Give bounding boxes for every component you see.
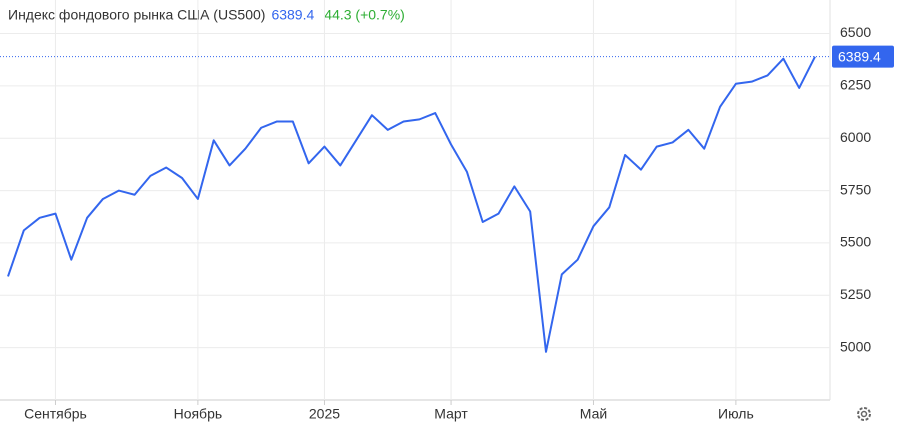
y-tick-label: 6000 xyxy=(840,129,871,145)
last-price: 6389.4 xyxy=(271,7,314,23)
price-line xyxy=(7,56,816,353)
y-tick-label: 5000 xyxy=(840,338,871,354)
y-tick-label: 5750 xyxy=(840,181,871,197)
x-tick-label: Ноябрь xyxy=(174,406,223,422)
x-tick-label: Июль xyxy=(718,406,754,422)
x-tick-label: 2025 xyxy=(309,406,340,422)
settings-icon[interactable] xyxy=(857,407,871,421)
y-tick-label: 5500 xyxy=(840,234,871,250)
y-tick-label: 5250 xyxy=(840,286,871,302)
y-tick-label: 6500 xyxy=(840,24,871,40)
x-tick-label: Сентябрь xyxy=(24,406,87,422)
x-tick-label: Март xyxy=(434,406,468,422)
last-price-box xyxy=(832,45,894,68)
price-change: 44.3 (+0.7%) xyxy=(324,7,405,23)
last-price-label: 6389.4 xyxy=(838,48,881,64)
grid xyxy=(0,0,830,400)
x-tick-label: Май xyxy=(580,406,607,422)
chart-title: Индекс фондового рынка США (US500) xyxy=(8,7,265,23)
y-tick-label: 6250 xyxy=(840,77,871,93)
